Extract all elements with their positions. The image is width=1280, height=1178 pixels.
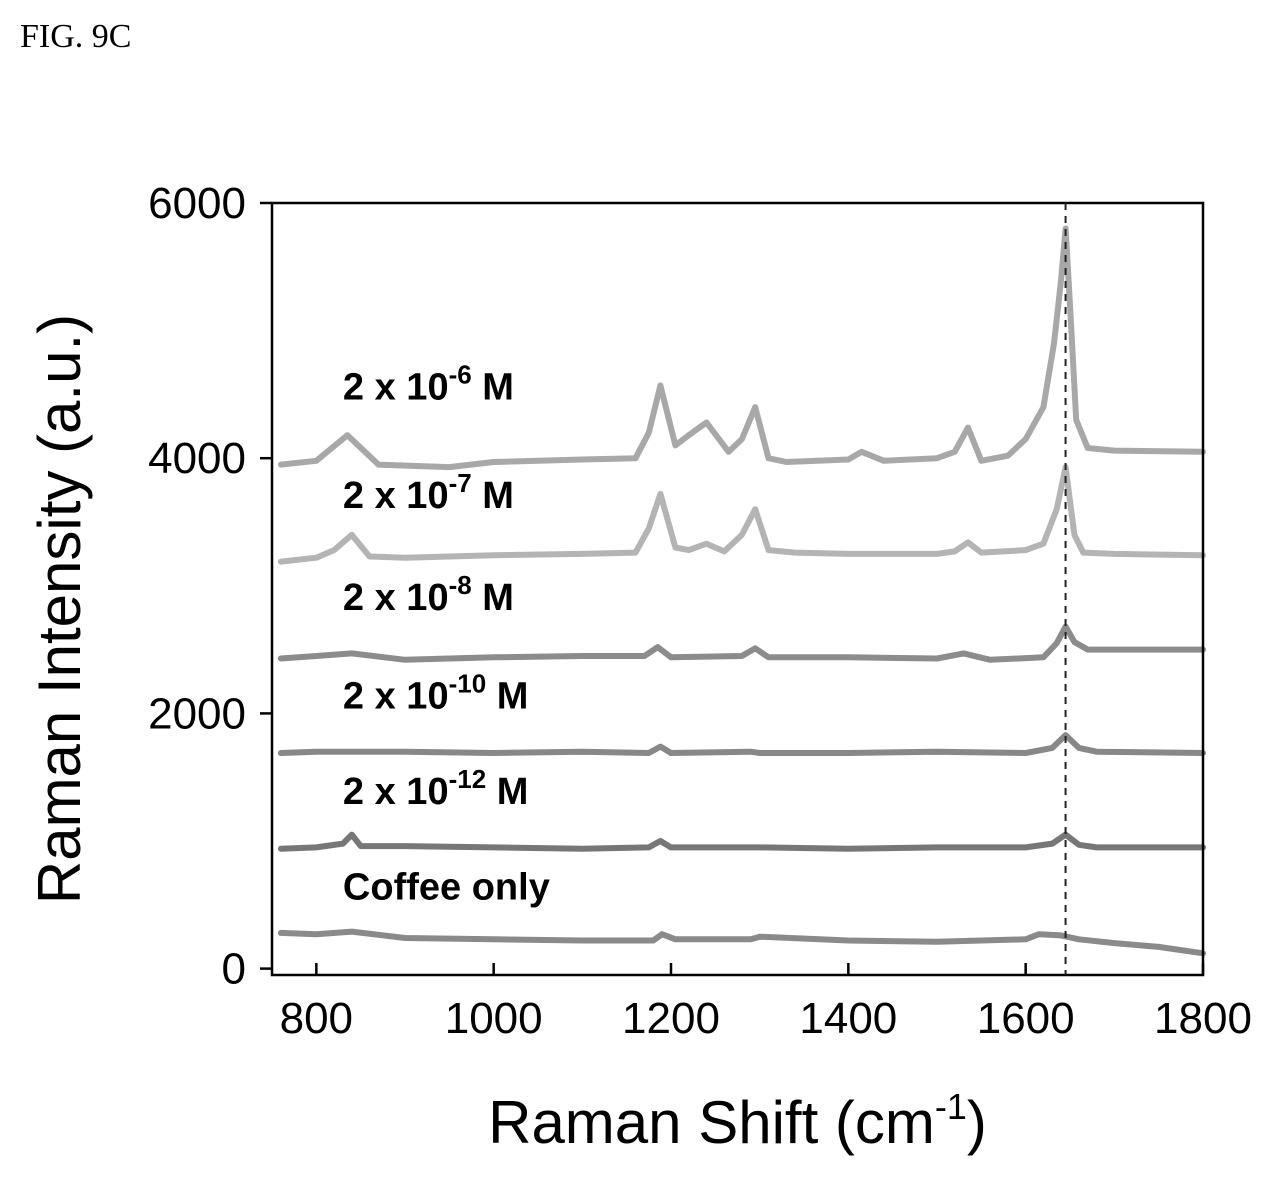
series-line-0: [277, 225, 1206, 471]
x-tick-label: 1200: [622, 994, 720, 1043]
x-axis-title-end: ): [967, 1089, 987, 1156]
y-tick-label: 6000: [148, 179, 246, 228]
plot-layer: [277, 225, 1206, 957]
series-line-4: [277, 831, 1206, 852]
ticks-layer: 800 1000 1200 1400 1600 1800 0 2000 4000 6000: [148, 179, 1252, 1043]
series-line-1: [277, 464, 1206, 565]
series-label-5: Coffee only: [343, 867, 550, 909]
x-tick-label: 1800: [1154, 994, 1252, 1043]
series-line-5: [277, 928, 1206, 957]
y-axis-title: Raman Intensity (a.u.): [26, 314, 93, 904]
y-tick-label: 4000: [148, 434, 246, 483]
series-line-3: [277, 732, 1206, 756]
series-label-1: 2 x 10-7 M: [343, 468, 514, 517]
x-tick-label: 800: [280, 994, 353, 1043]
series-label-2: 2 x 10-8 M: [343, 570, 514, 619]
series-label-4: 2 x 10-12 M: [343, 764, 528, 813]
series-line-2: [277, 623, 1206, 663]
x-axis-title-text: Raman Shift (cm: [488, 1089, 935, 1156]
x-tick-label: 1400: [799, 994, 897, 1043]
figure-label: FIG. 9C: [20, 18, 132, 55]
series-label-0: 2 x 10-6 M: [343, 360, 514, 409]
x-axis-title: Raman Shift (cm-1): [488, 1086, 987, 1156]
series-label-3: 2 x 10-10 M: [343, 668, 528, 717]
plot-frame: [270, 201, 1205, 977]
y-tick-label: 2000: [148, 689, 246, 738]
x-tick-label: 1000: [445, 994, 543, 1043]
x-tick-label: 1600: [977, 994, 1075, 1043]
series-labels-layer: 2 x 10-6 M 2 x 10-7 M 2 x 10-8 M 2 x 10-10 …: [343, 360, 550, 909]
y-tick-label: 0: [222, 945, 246, 994]
x-axis-title-sup: -1: [935, 1086, 967, 1127]
